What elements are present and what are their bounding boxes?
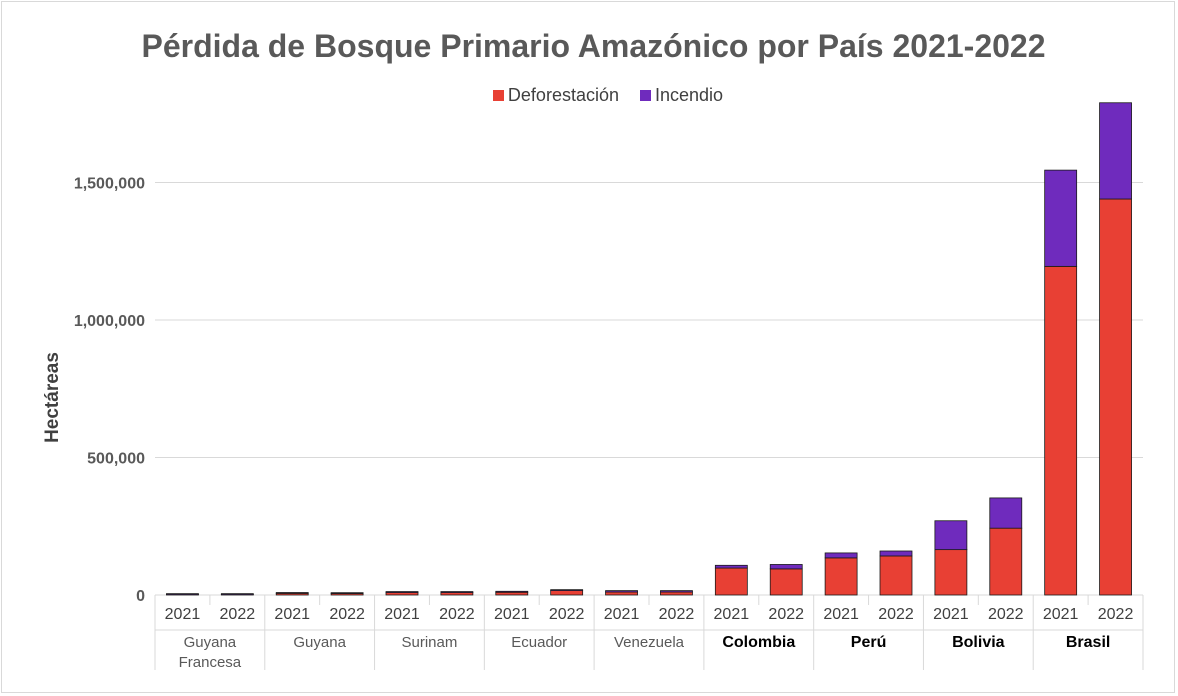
bar-deforestacion — [824, 557, 858, 596]
bar-incendio — [440, 591, 474, 593]
bar-deforestacion — [1099, 198, 1132, 596]
bar-incendio — [714, 564, 748, 569]
x-tick-label: 2021 — [384, 606, 420, 623]
bar-incendio — [220, 593, 254, 595]
legend-swatch-incendio — [640, 89, 651, 101]
x-tick-label: 2021 — [714, 606, 750, 623]
legend-item-incendio: Incendio — [640, 85, 723, 106]
x-group-label: Guyana — [293, 634, 346, 651]
bar-incendio — [879, 550, 913, 557]
x-group-label: Brasil — [1066, 634, 1110, 651]
bar-deforestacion — [934, 549, 968, 596]
bar-deforestacion — [989, 527, 1023, 596]
x-tick-label: 2022 — [220, 606, 256, 623]
bar-deforestacion — [1044, 265, 1078, 596]
x-group-label: Surinam — [402, 634, 458, 651]
bar-incendio — [550, 589, 584, 592]
x-group-label: Venezuela — [614, 634, 685, 651]
bar-incendio — [1099, 102, 1132, 200]
bar-incendio — [660, 590, 693, 593]
legend: Deforestación Incendio — [0, 85, 1178, 106]
y-tick-label: 0 — [136, 588, 145, 605]
y-axis-label: Hectáreas — [42, 352, 63, 443]
x-tick-label: 2022 — [329, 606, 365, 623]
bar-incendio — [824, 552, 858, 559]
x-tick-label: 2022 — [768, 606, 804, 623]
bar-incendio — [1044, 169, 1078, 267]
x-group-label: Colombia — [722, 634, 795, 651]
x-tick-label: 2021 — [933, 606, 969, 623]
legend-label-incendio: Incendio — [655, 85, 724, 105]
bar-incendio — [605, 590, 638, 593]
bar-deforestacion — [605, 591, 638, 596]
x-tick-label: 2022 — [1098, 606, 1134, 623]
x-tick-label: 2021 — [165, 606, 201, 623]
chart-title: Pérdida de Bosque Primario Amazónico por… — [141, 28, 1046, 64]
x-tick-label: 2022 — [659, 606, 695, 623]
bar-deforestacion — [714, 567, 748, 596]
bar-incendio — [989, 497, 1023, 529]
legend-label-deforestacion: Deforestación — [507, 85, 619, 105]
y-tick-label: 1,000,000 — [74, 313, 145, 330]
bar-incendio — [934, 520, 968, 551]
x-tick-label: 2022 — [549, 606, 585, 623]
y-tick-label: 500,000 — [87, 451, 145, 468]
bar-incendio — [330, 592, 364, 594]
bar-deforestacion — [879, 555, 913, 596]
x-tick-label: 2022 — [878, 606, 914, 623]
bar-incendio — [769, 564, 803, 570]
bar-deforestacion — [495, 591, 529, 596]
x-group-label: Ecuador — [511, 634, 567, 651]
x-tick-label: 2022 — [439, 606, 475, 623]
bar-incendio — [275, 592, 309, 594]
legend-item-deforestacion: Deforestación — [492, 85, 619, 106]
x-tick-label: 2022 — [988, 606, 1024, 623]
x-group-label: Francesa — [179, 654, 242, 671]
x-group-label: Bolivia — [952, 634, 1005, 651]
y-tick-label: 1,500,000 — [74, 176, 145, 193]
x-tick-label: 2021 — [1043, 606, 1079, 623]
bar-incendio — [166, 593, 199, 595]
x-group-label: Guyana — [184, 634, 237, 651]
x-group-label: Perú — [851, 634, 887, 651]
legend-swatch-deforestacion — [492, 89, 504, 101]
bar-incendio — [385, 591, 419, 593]
x-tick-label: 2021 — [604, 606, 640, 623]
bar-incendio — [495, 590, 529, 593]
bar-deforestacion — [660, 591, 693, 596]
x-tick-label: 2021 — [494, 606, 530, 623]
x-tick-label: 2021 — [823, 606, 859, 623]
x-tick-label: 2021 — [274, 606, 310, 623]
bar-deforestacion — [550, 590, 584, 596]
bar-deforestacion — [769, 568, 803, 596]
